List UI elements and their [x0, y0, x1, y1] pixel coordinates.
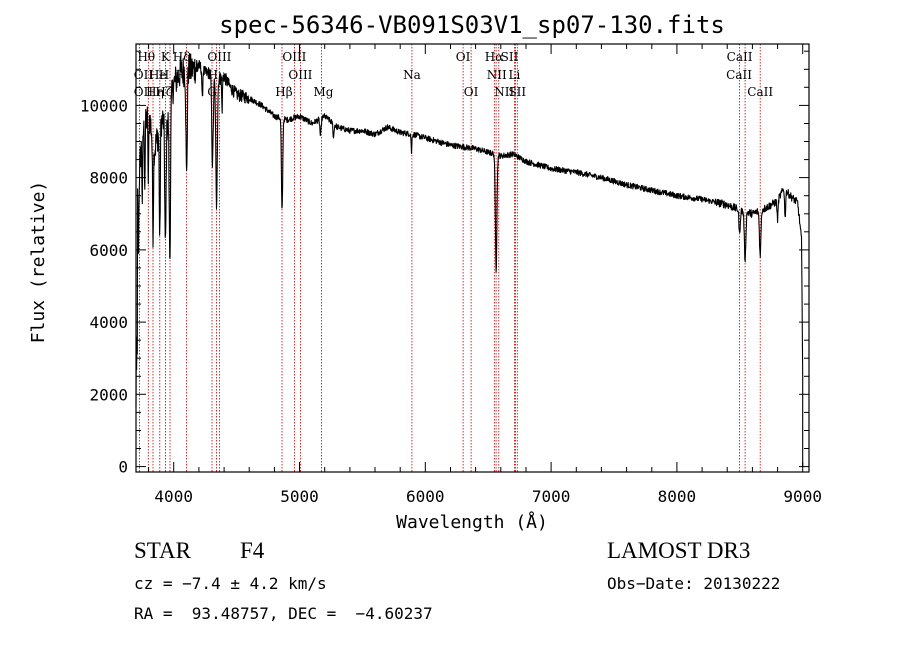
x-tick-label: 9000: [783, 487, 822, 506]
y-tick-label: 6000: [89, 241, 128, 260]
line-marker-group: [138, 44, 761, 472]
line-marker-label: Na: [403, 68, 421, 82]
x-axis-label: Wavelength (Å): [396, 511, 548, 533]
y-tick-label: 4000: [89, 313, 128, 332]
line-marker-label: OI: [464, 85, 479, 99]
sky-coordinates: RA = 93.48757, DEC = −4.60237: [134, 604, 433, 623]
line-marker-label: CaII: [747, 85, 773, 99]
y-tick-label: 2000: [89, 385, 128, 404]
line-marker-label: H: [159, 68, 169, 82]
object-class: STAR: [134, 538, 191, 563]
line-marker-label: OIII: [207, 50, 231, 64]
plot-frame: [135, 43, 810, 473]
line-marker-label: Hη: [146, 85, 164, 99]
x-axis-ticks: 4000 5000 6000 7000 8000 9000: [148, 44, 822, 506]
line-marker-label: Mg: [314, 85, 334, 99]
line-marker-label: Hα: [485, 50, 504, 64]
line-marker-label: SII: [501, 50, 519, 64]
line-marker-label: OI: [456, 50, 471, 64]
line-marker-label: OII: [134, 85, 154, 99]
line-marker-label: OIII: [288, 68, 312, 82]
chart-title: spec-56346-VB091S03V1_sp07-130.fits: [219, 11, 725, 39]
line-marker-label: G: [207, 85, 217, 99]
object-subclass: F4: [240, 538, 265, 563]
line-marker-label: SII: [508, 85, 526, 99]
survey-name: LAMOST DR3: [607, 538, 751, 563]
line-marker-label: CaII: [727, 50, 753, 64]
line-marker-label: He: [149, 68, 167, 82]
line-marker-label: Li: [508, 68, 520, 82]
line-marker-label: K: [161, 50, 171, 64]
line-marker-label: OIII: [282, 50, 306, 64]
y-tick-label: 0: [118, 458, 128, 477]
redshift-velocity: cz = −7.4 ± 4.2 km/s: [134, 574, 327, 593]
x-tick-label: 7000: [532, 487, 571, 506]
x-tick-label: 8000: [658, 487, 697, 506]
y-tick-label: 10000: [80, 96, 128, 115]
x-tick-label: 5000: [280, 487, 319, 506]
line-marker-label: Hθ: [137, 50, 155, 64]
y-axis-ticks: 0 2000 4000 6000 8000 10000: [80, 50, 809, 477]
observation-date: Obs−Date: 20130222: [607, 574, 781, 593]
line-marker-label: Hδ: [173, 50, 191, 64]
x-tick-label: 4000: [154, 487, 193, 506]
y-tick-label: 8000: [89, 169, 128, 188]
y-axis-label: Flux (relative): [28, 181, 49, 344]
line-marker-label: NII: [487, 68, 507, 82]
line-marker-label: Hζ: [155, 85, 172, 99]
line-marker-label: CaII: [726, 68, 752, 82]
spectrum-curve: [135, 53, 804, 467]
line-marker-label: Hβ: [275, 85, 292, 99]
x-tick-label: 6000: [406, 487, 445, 506]
line-marker-label: NII: [494, 85, 514, 99]
line-marker-label: OII: [134, 68, 154, 82]
